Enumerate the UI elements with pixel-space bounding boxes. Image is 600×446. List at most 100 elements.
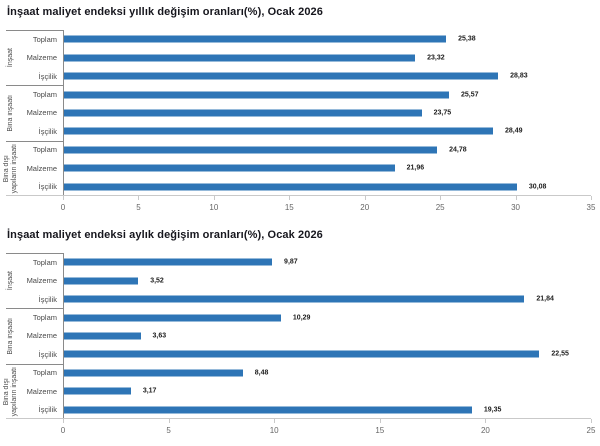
- category-axis: İnşaat Toplam Malzeme İşçilik Bina inşaatı To…: [0, 30, 64, 196]
- category-label: Malzeme: [26, 108, 57, 118]
- value-label: 23,32: [427, 54, 445, 62]
- axis-tick: [289, 196, 291, 200]
- axis-tick: [485, 419, 487, 423]
- category-labels: Toplam Malzeme İşçilik: [21, 30, 63, 85]
- bar-row: 24,78: [64, 141, 591, 159]
- category-label: Malzeme: [26, 53, 57, 63]
- category-label: İşçilik: [38, 405, 57, 415]
- value-label: 24,78: [449, 146, 467, 154]
- group-label: İnşaat: [0, 30, 21, 85]
- category-label: İşçilik: [38, 71, 57, 81]
- group-label: Bina dışı yapıların inşaatı: [0, 141, 21, 196]
- category-label: Malzeme: [26, 331, 57, 341]
- value-label: 10,29: [292, 314, 311, 322]
- bar: [64, 146, 438, 154]
- category-axis: İnşaat Toplam Malzeme İşçilik Bina inşaatı To…: [0, 253, 64, 419]
- bar-row: 19,35: [64, 401, 591, 419]
- axis-tick: [591, 419, 592, 423]
- category-label: İşçilik: [38, 294, 57, 304]
- bar: [64, 72, 499, 80]
- group-label: Bina inşaatı: [0, 85, 21, 140]
- axis-tick: [591, 196, 592, 200]
- bar-row: 3,17: [64, 382, 591, 400]
- bar: [64, 387, 131, 395]
- bar: [64, 109, 422, 117]
- value-label: 22,55: [551, 350, 569, 358]
- category-group: İnşaat Toplam Malzeme İşçilik: [0, 253, 64, 308]
- plot-area: İnşaat Toplam Malzeme İşçilik Bina inşaatı To…: [0, 30, 591, 196]
- category-labels: Toplam Malzeme İşçilik: [21, 364, 63, 419]
- x-axis-line: [6, 195, 591, 196]
- monthly-change-chart: İnşaat maliyet endeksi aylık değişim ora…: [0, 223, 600, 446]
- bar: [64, 406, 472, 414]
- category-label: Toplam: [32, 313, 57, 323]
- value-label: 30,08: [528, 183, 547, 191]
- group-label: İnşaat: [0, 253, 21, 308]
- bar-row: 21,84: [64, 290, 591, 308]
- value-label: 3,17: [142, 387, 157, 395]
- category-group: Bina inşaatı Toplam Malzeme İşçilik: [0, 85, 64, 140]
- axis-tick-label: 5: [136, 203, 141, 212]
- bar-row: 3,63: [64, 327, 591, 345]
- bar: [64, 35, 447, 43]
- axis-tick: [379, 419, 381, 423]
- bar: [64, 277, 139, 285]
- category-group: Bina inşaatı Toplam Malzeme İşçilik: [0, 308, 64, 363]
- bar: [64, 91, 449, 99]
- value-label: 23,75: [433, 109, 452, 117]
- category-label: İşçilik: [38, 182, 57, 192]
- bar: [64, 183, 517, 191]
- category-label: Toplam: [32, 90, 57, 100]
- category-labels: Toplam Malzeme İşçilik: [21, 308, 63, 363]
- axis-tick: [213, 196, 215, 200]
- bar-row: 9,87: [64, 253, 591, 271]
- category-labels: Toplam Malzeme İşçilik: [21, 85, 63, 140]
- category-label: Malzeme: [26, 276, 57, 286]
- bar-row: 23,75: [64, 104, 591, 122]
- category-label: Toplam: [32, 257, 57, 267]
- value-label: 3,52: [150, 277, 164, 285]
- category-labels: Toplam Malzeme İşçilik: [21, 253, 63, 308]
- axis-tick-label: 30: [511, 203, 521, 212]
- axis-tick-label: 10: [209, 203, 219, 212]
- category-label: Toplam: [32, 368, 57, 378]
- category-label: Toplam: [32, 145, 57, 155]
- bar: [64, 314, 281, 322]
- value-label: 21,96: [406, 164, 425, 172]
- category-labels: Toplam Malzeme İşçilik: [21, 141, 63, 196]
- bar-row: 28,83: [64, 67, 591, 85]
- axis-tick-label: 0: [60, 426, 66, 435]
- axis-tick-label: 15: [284, 203, 294, 212]
- category-label: İşçilik: [38, 349, 57, 359]
- bar: [64, 295, 525, 303]
- category-label: Malzeme: [26, 163, 57, 173]
- axis-tick-label: 25: [435, 203, 445, 212]
- axis-tick: [515, 196, 517, 200]
- group-label-text: Bina inşaatı: [6, 317, 14, 355]
- bar-row: 10,29: [64, 308, 591, 326]
- group-label-text: Bina dışı yapıların inşaatı: [2, 366, 18, 417]
- axis-tick-label: 20: [360, 203, 370, 212]
- group-label-text: Bina inşaatı: [6, 94, 14, 132]
- axis-tick: [440, 196, 442, 200]
- bar-row: 3,52: [64, 271, 591, 289]
- axis-tick-label: 25: [586, 426, 596, 435]
- bar: [64, 332, 141, 340]
- bar-row: 22,55: [64, 345, 591, 363]
- bars-area: 25,38 23,32 28,83 25,57 23,75 28,49 24,78 21,96…: [64, 30, 591, 196]
- value-label: 28,83: [510, 72, 528, 80]
- value-label: 21,84: [536, 295, 554, 303]
- bar: [64, 127, 493, 135]
- axis-tick-label: 20: [480, 426, 490, 435]
- axis-tick: [364, 196, 366, 200]
- bar: [64, 369, 243, 377]
- bar: [64, 258, 273, 266]
- group-label: Bina inşaatı: [0, 308, 21, 363]
- x-axis: 0 5 10 15 20 25 30 35: [61, 196, 595, 218]
- bar-row: 23,32: [64, 48, 591, 66]
- category-label: İşçilik: [38, 126, 57, 136]
- value-label: 25,57: [461, 91, 479, 99]
- x-axis: 0 5 10 15 20 25: [60, 419, 595, 441]
- bar-row: 21,96: [64, 159, 591, 177]
- value-label: 8,48: [254, 369, 269, 377]
